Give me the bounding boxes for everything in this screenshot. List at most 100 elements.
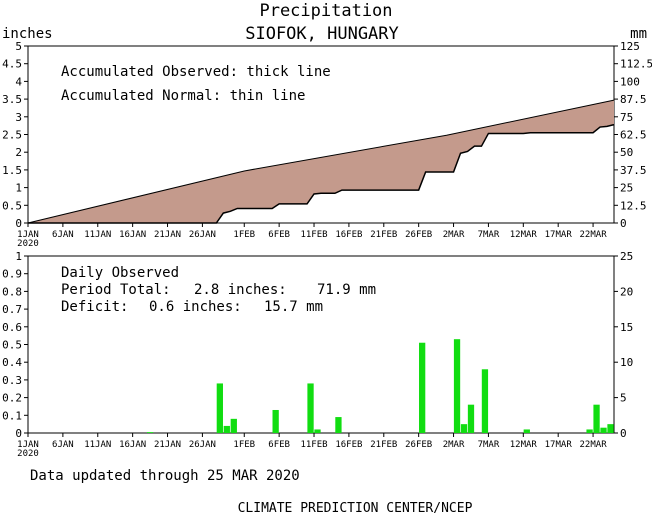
- daily-ytick-label: 0.4: [2, 356, 22, 369]
- daily-xtick-label: 16JAN: [119, 440, 146, 450]
- accumulated-xtick-label: 21JAN: [154, 230, 181, 240]
- daily-ytick-right-label: 10: [620, 356, 633, 369]
- accumulated-ytick-label: 2: [15, 146, 22, 159]
- daily-ytick-label: 0.6: [2, 321, 22, 334]
- daily-bar: [230, 418, 237, 433]
- daily-xtick-label: 16FEB: [335, 440, 362, 450]
- accumulated-xtick-label: 11FEB: [300, 230, 327, 240]
- normal-line: [27, 99, 615, 224]
- accumulated-xtick-label: 21FEB: [370, 230, 397, 240]
- legend-normal: Accumulated Normal: thin line: [61, 88, 305, 104]
- daily-xtick-label: 17MAR: [545, 440, 573, 450]
- accumulated-xtick-label: 26JAN: [189, 230, 216, 240]
- daily-xtick-label: 2MAR: [443, 440, 465, 450]
- daily-bar: [460, 424, 468, 433]
- daily-bar: [523, 429, 530, 433]
- accumulated-ytick-right-label: 75: [620, 111, 633, 124]
- credit-line: CLIMATE PREDICTION CENTER/NCEP: [238, 501, 473, 516]
- daily-panel: 00.10.20.30.40.50.60.70.80.9105101520251…: [2, 250, 633, 459]
- daily-xtick-label: 22MAR: [580, 440, 608, 450]
- accumulated-ytick-right-label: 62.5: [620, 129, 647, 142]
- accumulated-xtick-label: 26FEB: [405, 230, 432, 240]
- daily-ytick-right-label: 5: [620, 392, 627, 405]
- period-total-mm: 71.9 mm: [317, 282, 376, 298]
- accumulated-ytick-right-label: 50: [620, 146, 633, 159]
- unit-mm: mm: [630, 26, 647, 42]
- accumulated-ytick-right-label: 87.5: [620, 93, 647, 106]
- daily-ytick-label: 0: [15, 427, 22, 440]
- daily-bar: [223, 425, 230, 433]
- daily-xtick-label: 21JAN: [154, 440, 181, 450]
- daily-ytick-right-label: 0: [620, 427, 627, 440]
- accumulated-ytick-right-label: 125: [620, 40, 640, 53]
- daily-ytick-label: 0.9: [2, 268, 22, 281]
- unit-inches: inches: [2, 26, 53, 42]
- accumulated-panel: 00.511.522.533.544.55012.52537.55062.575…: [2, 40, 652, 249]
- daily-xtick-label: 7MAR: [478, 440, 500, 450]
- accumulated-xtick-label: 22MAR: [580, 230, 608, 240]
- daily-ytick-label: 0.7: [2, 303, 22, 316]
- deficit-label: Deficit:: [61, 299, 128, 315]
- chart-location: SIOFOK, HUNGARY: [245, 24, 399, 44]
- accumulated-xtick-label: 1FEB: [233, 230, 255, 240]
- accumulated-ytick-right-label: 37.5: [620, 164, 647, 177]
- accumulated-xtick-sublabel: 2020: [17, 239, 39, 249]
- accumulated-ytick-label: 1.5: [2, 164, 22, 177]
- deficit-inches: 0.6 inches:: [149, 299, 242, 315]
- daily-ytick-label: 0.1: [2, 409, 22, 422]
- accumulated-ytick-label: 5: [15, 40, 22, 53]
- accumulated-ytick-right-label: 100: [620, 75, 640, 88]
- accumulated-ytick-right-label: 12.5: [620, 199, 647, 212]
- accumulated-xtick-label: 7MAR: [478, 230, 500, 240]
- accumulated-xtick-label: 1JAN: [17, 230, 39, 240]
- daily-xtick-label: 21FEB: [370, 440, 397, 450]
- daily-ytick-label: 0.8: [2, 285, 22, 298]
- daily-observed-label: Daily Observed: [61, 265, 179, 281]
- daily-ytick-label: 0.5: [2, 339, 22, 352]
- accumulated-ytick-right-label: 112.5: [620, 58, 652, 71]
- chart-title: Precipitation: [259, 1, 392, 21]
- accumulated-ytick-label: 3: [15, 111, 22, 124]
- daily-bar: [453, 339, 461, 433]
- accumulated-ytick-label: 0: [15, 217, 22, 230]
- daily-bar: [314, 429, 321, 433]
- daily-bar: [467, 404, 475, 433]
- daily-bar: [600, 427, 607, 433]
- daily-ytick-label: 1: [15, 250, 22, 263]
- daily-bar: [216, 383, 223, 433]
- accumulated-ytick-label: 4: [15, 75, 22, 88]
- daily-xtick-label: 1FEB: [233, 440, 255, 450]
- daily-ytick-right-label: 20: [620, 285, 633, 298]
- daily-xtick-label: 26JAN: [189, 440, 216, 450]
- daily-xtick-sublabel: 2020: [17, 449, 39, 459]
- period-total-inches: 2.8 inches:: [194, 282, 287, 298]
- accumulated-ytick-label: 2.5: [2, 129, 22, 142]
- daily-bar: [307, 383, 314, 433]
- accumulated-xtick-label: 6FEB: [268, 230, 290, 240]
- accumulated-ytick-label: 4.5: [2, 58, 22, 71]
- daily-xtick-label: 11FEB: [300, 440, 327, 450]
- legend-observed: Accumulated Observed: thick line: [61, 64, 331, 80]
- daily-xtick-label: 6FEB: [268, 440, 290, 450]
- accumulated-ytick-right-label: 0: [620, 217, 627, 230]
- accumulated-ytick-right-label: 25: [620, 182, 633, 195]
- daily-xtick-label: 11JAN: [84, 440, 111, 450]
- daily-bar: [481, 369, 489, 433]
- daily-xtick-label: 26FEB: [405, 440, 432, 450]
- daily-bar: [335, 417, 342, 433]
- accumulated-ytick-label: 0.5: [2, 199, 22, 212]
- daily-xtick-label: 6JAN: [52, 440, 74, 450]
- daily-ytick-label: 0.2: [2, 392, 22, 405]
- daily-ytick-right-label: 15: [620, 321, 633, 334]
- accumulated-xtick-label: 11JAN: [84, 230, 111, 240]
- daily-ytick-right-label: 25: [620, 250, 633, 263]
- daily-bar: [593, 404, 600, 433]
- data-updated-note: Data updated through 25 MAR 2020: [30, 468, 300, 484]
- accumulated-xtick-label: 6JAN: [52, 230, 74, 240]
- accumulated-xtick-label: 17MAR: [545, 230, 573, 240]
- observed-line: [28, 123, 615, 224]
- daily-bar: [146, 432, 154, 433]
- accumulated-xtick-label: 2MAR: [443, 230, 465, 240]
- daily-bar: [419, 342, 426, 433]
